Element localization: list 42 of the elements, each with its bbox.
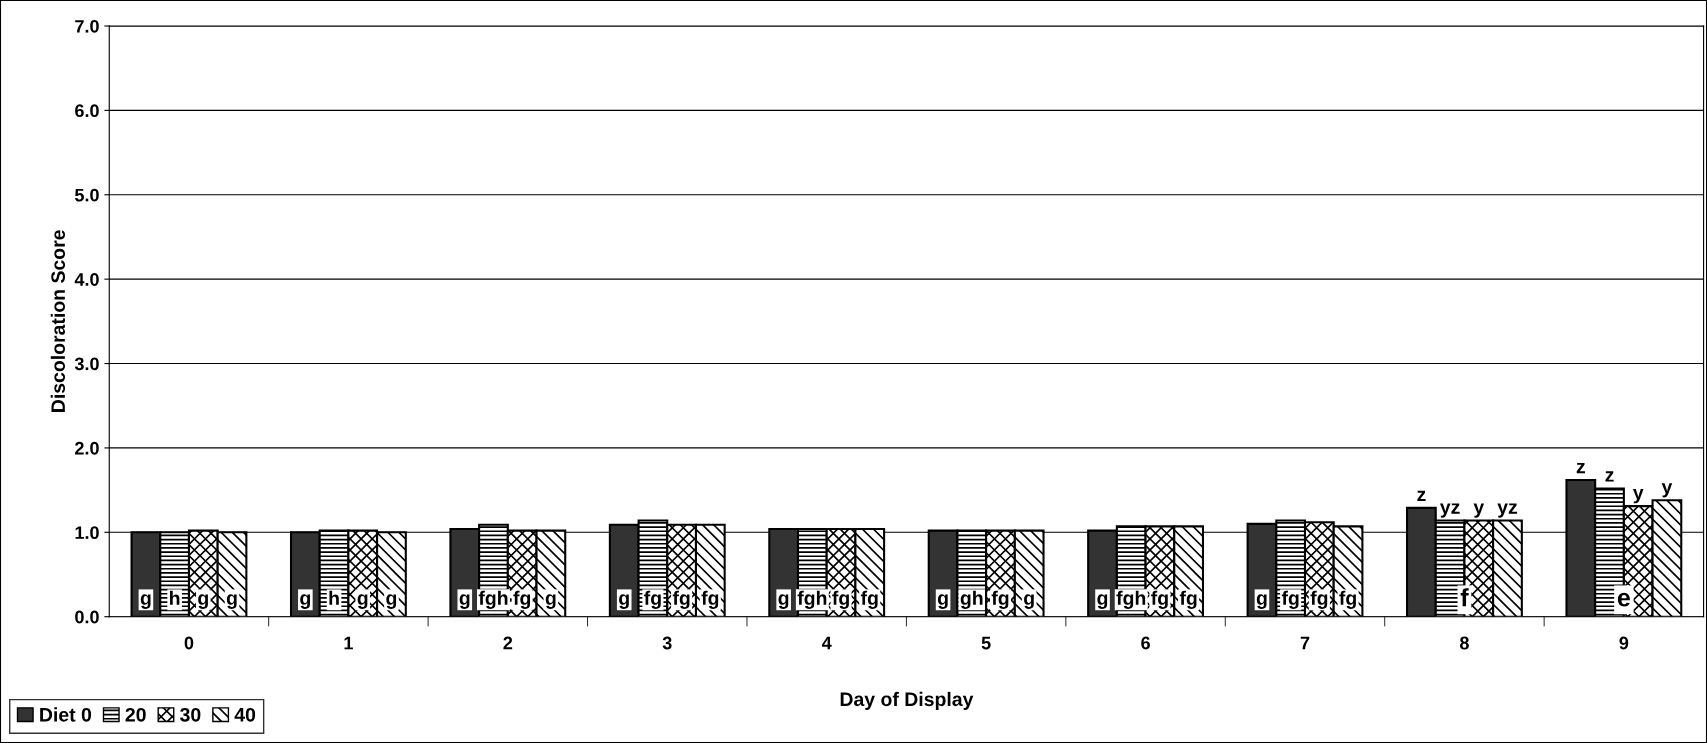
annotation: e xyxy=(1617,592,1630,607)
y-tick-label: 2.0 xyxy=(75,441,99,455)
legend-label: 20 xyxy=(125,707,146,722)
y-tick-label: 1.0 xyxy=(75,526,99,540)
x-tick-label: 2 xyxy=(503,636,513,650)
data-label: yz xyxy=(1497,503,1518,518)
x-tick-label: 3 xyxy=(662,636,672,650)
y-tick-label: 4.0 xyxy=(74,273,99,286)
annotation: g h g g xyxy=(140,590,237,609)
annotation: g fgh fg fg xyxy=(778,590,878,609)
data-label: z xyxy=(1576,462,1585,474)
y-tick-label: 6.0 xyxy=(75,104,99,118)
data-label: z xyxy=(1417,490,1426,502)
annotation: g fg fg fg xyxy=(1256,590,1356,609)
x-tick-label: 5 xyxy=(981,636,991,650)
data-label: y xyxy=(1473,503,1485,518)
legend-label: 40 xyxy=(234,707,256,722)
y-tick-label: 7.0 xyxy=(75,19,99,33)
data-label: y xyxy=(1661,483,1673,498)
annotation: g fgh fg g xyxy=(459,590,556,609)
y-tick-label: 3.0 xyxy=(74,357,99,371)
data-label: z xyxy=(1605,471,1614,482)
annotation: g h g g xyxy=(300,590,397,609)
legend-label: Diet 0 xyxy=(40,707,92,722)
annotation: g fg fg fg xyxy=(619,590,719,609)
x-tick-label: 9 xyxy=(1619,636,1629,650)
data-label: y xyxy=(1632,489,1644,504)
annotation: g fgh fg fg xyxy=(1097,590,1197,609)
x-tick-label: 0 xyxy=(184,636,194,650)
x-tick-label: 7 xyxy=(1300,636,1310,650)
y-tick-label: 5.0 xyxy=(74,188,99,202)
data-label: yz xyxy=(1439,503,1460,518)
x-tick-label: 8 xyxy=(1459,636,1469,650)
x-tick-label: 4 xyxy=(821,636,832,650)
x-axis-title: Day of Display xyxy=(840,691,974,710)
y-tick-label: 0.0 xyxy=(75,610,99,624)
legend-label: 30 xyxy=(180,707,201,722)
x-tick-label: 6 xyxy=(1141,636,1150,650)
y-axis-title: Discoloration Score xyxy=(50,230,66,412)
annotation: f xyxy=(1460,588,1469,607)
annotation: g gh fg g xyxy=(937,590,1034,609)
x-tick-label: 1 xyxy=(344,636,353,650)
